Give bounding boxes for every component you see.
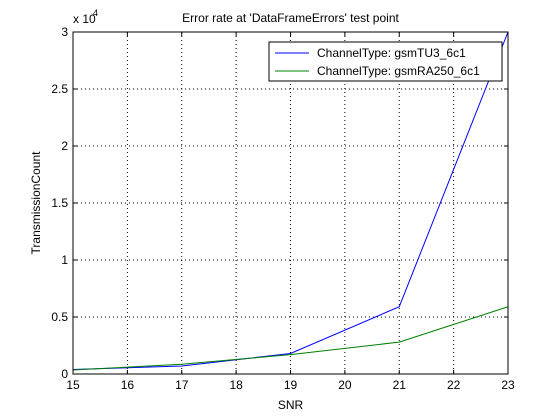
chart-title: Error rate at 'DataFrameErrors' test poi… bbox=[182, 11, 399, 25]
y-tick-label: 0.5 bbox=[51, 310, 68, 324]
y-tick-label: 3 bbox=[61, 25, 68, 39]
grid bbox=[73, 32, 508, 374]
x-tick-label: 17 bbox=[175, 378, 189, 392]
series-line bbox=[72, 306, 509, 371]
tick-labels: 15 16 17 18 19 20 21 22 23 0 0.5 1 1.5 2 2.5 3 bbox=[51, 25, 515, 392]
legend: ChannelType: gsmTU3_6c1 ChannelType: gsmR… bbox=[268, 41, 503, 82]
series-lines bbox=[72, 31, 509, 371]
series-line bbox=[72, 31, 509, 370]
y-tick-label: 0 bbox=[61, 367, 68, 381]
x-tick-label: 20 bbox=[338, 378, 352, 392]
legend-box bbox=[268, 41, 503, 82]
y-axis-label: TransmissionCount bbox=[29, 151, 43, 255]
x-axis-label: SNR bbox=[278, 398, 304, 412]
y-tick-label: 1 bbox=[61, 253, 68, 267]
plot-area bbox=[73, 32, 508, 374]
x-tick-label: 18 bbox=[229, 378, 243, 392]
y-tick-label: 2.5 bbox=[51, 82, 68, 96]
legend-label: ChannelType: gsmRA250_6c1 bbox=[317, 64, 480, 78]
x-tick-label: 15 bbox=[66, 378, 80, 392]
y-exponent-power: 4 bbox=[93, 8, 98, 18]
x-tick-label: 16 bbox=[121, 378, 135, 392]
y-tick-label: 2 bbox=[61, 139, 68, 153]
x-tick-label: 22 bbox=[447, 378, 461, 392]
y-axis-exponent: x 10 4 bbox=[73, 8, 98, 26]
y-exponent-base: x 10 bbox=[73, 12, 96, 26]
y-tick-label: 1.5 bbox=[51, 196, 68, 210]
x-tick-label: 23 bbox=[501, 378, 515, 392]
legend-label: ChannelType: gsmTU3_6c1 bbox=[317, 46, 466, 60]
x-tick-label: 21 bbox=[393, 378, 407, 392]
x-tick-label: 19 bbox=[284, 378, 298, 392]
axis-ticks bbox=[72, 31, 509, 375]
